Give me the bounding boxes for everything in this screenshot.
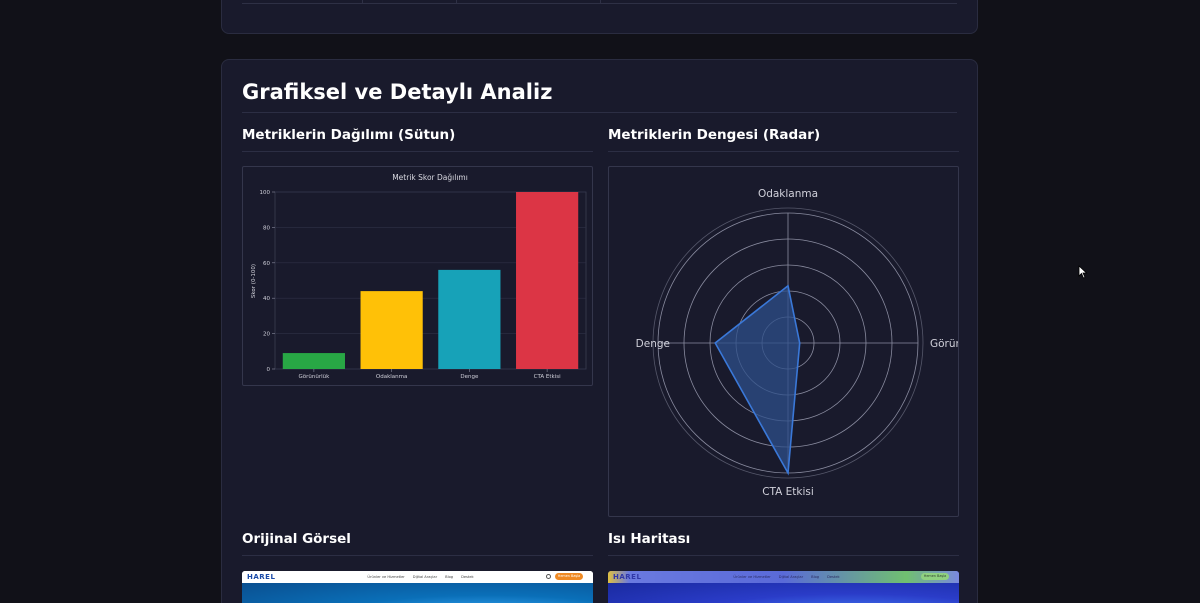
bar-Denge [438, 269, 501, 369]
heatmap-navbar: HAREL Ürünler ve Hizmetler Dijital Araçla… [608, 571, 959, 583]
table-column-divider [600, 0, 601, 3]
bar-Görünürlük [282, 353, 345, 369]
thumb-nav-item: Ürünler ve Hizmetler [367, 575, 405, 579]
bar-x-tick-label: Görünürlük [298, 374, 330, 380]
bar-x-tick-label: Denge [460, 374, 479, 380]
heatmap-logo: HAREL [613, 573, 642, 581]
thumb-nav-item: Dijital Araçlar [412, 575, 438, 579]
heatmap-nav-item: Destek [827, 575, 840, 579]
bar-y-tick-label: 40 [263, 296, 270, 302]
heatmap-heading-divider [608, 555, 959, 556]
bar-y-tick-label: 20 [263, 332, 270, 338]
heatmap-nav-item: Blog [811, 575, 820, 579]
thumb-navbar: HAREL Ürünler ve Hizmetler Dijital Araçla… [242, 571, 593, 583]
bar-chart-panel: Metrik Skor Dağılımı Skor (0-100) 0 20 40 6… [242, 166, 593, 386]
bar-chart-title: Metrik Skor Dağılımı [392, 173, 468, 182]
analysis-card: Grafiksel ve Detaylı Analiz Metriklerin … [221, 59, 978, 603]
thumb-nav-item: Blog [445, 575, 454, 579]
original-image-thumbnail: HAREL Ürünler ve Hizmetler Dijital Araçla… [242, 571, 593, 603]
heatmap-cta: Hemen Başla [921, 573, 949, 580]
table-column-divider [456, 0, 457, 3]
original-heading-divider [242, 555, 593, 556]
table-bottom-border [242, 3, 957, 4]
bar-y-tick-label: 80 [263, 225, 270, 231]
radar-axis-label: Görünürlük [930, 338, 958, 350]
bar-y-tick-label: 0 [267, 367, 271, 373]
bar-chart-y-axis-label: Skor (0-100) [251, 264, 257, 298]
bar-CTA Etkisi [516, 192, 579, 369]
original-image-heading: Orijinal Görsel [242, 531, 351, 547]
table-column-divider [362, 0, 363, 3]
heatmap-nav-item: Ürünler ve Hizmetler [733, 575, 771, 579]
bar-y-tick-label: 60 [263, 261, 270, 267]
bar-chart: Metrik Skor Dağılımı Skor (0-100) 0 20 40 6… [251, 173, 587, 380]
bar-x-tick-label: CTA Etkisi [534, 374, 561, 380]
radar-axis-label: Denge [636, 338, 670, 350]
radar-chart-panel: Görünürlük Odaklanma Denge CTA Etkisi [608, 166, 959, 517]
thumb-logo: HAREL [247, 573, 276, 581]
thumb-cta-button: Hemen Başla [555, 573, 583, 580]
radar-axis-label: CTA Etkisi [762, 486, 814, 498]
thumb-hero [242, 583, 593, 603]
heatmap-thumbnail: HAREL Ürünler ve Hizmetler Dijital Araçla… [608, 571, 959, 603]
bar-Odaklanma [360, 291, 423, 369]
heatmap-nav-item: Dijital Araçlar [778, 575, 804, 579]
heatmap-hero [608, 583, 959, 603]
section-title-divider [242, 112, 957, 113]
section-title: Grafiksel ve Detaylı Analiz [242, 80, 553, 104]
thumb-search-icon [546, 574, 551, 579]
radar-chart: Görünürlük Odaklanma Denge CTA Etkisi [636, 188, 958, 498]
previous-table-card [221, 0, 978, 34]
bar-chart-heading: Metriklerin Dağılımı (Sütun) [242, 127, 456, 143]
radar-axis-label: Odaklanma [758, 188, 818, 200]
radar-outer-border [652, 207, 924, 479]
mouse-cursor-icon [1078, 265, 1088, 279]
thumb-nav-item: Destek [461, 575, 474, 579]
bar-x-tick-label: Odaklanma [376, 374, 408, 380]
bar-y-tick-label: 100 [260, 190, 271, 196]
radar-series-polygon [714, 284, 801, 476]
heatmap-nav: Ürünler ve Hizmetler Dijital Araçlar Blog D… [733, 575, 839, 579]
thumb-nav: Ürünler ve Hizmetler Dijital Araçlar Blog D… [367, 575, 473, 579]
radar-heading-divider [608, 151, 959, 152]
heatmap-heading: Isı Haritası [608, 531, 691, 547]
radar-chart-heading: Metriklerin Dengesi (Radar) [608, 127, 821, 143]
bar-heading-divider [242, 151, 593, 152]
